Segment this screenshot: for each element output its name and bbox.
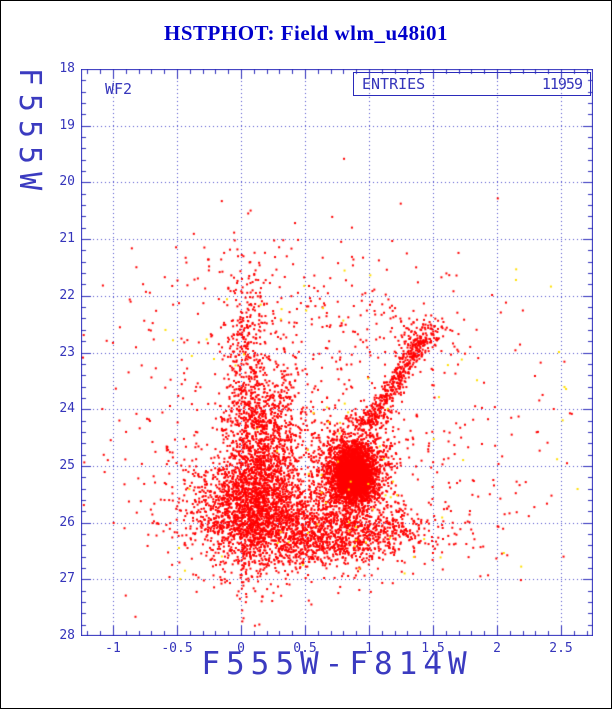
entries-value: 11959: [541, 75, 583, 93]
entries-label: ENTRIES: [362, 75, 426, 93]
y-tick-label: 21: [59, 231, 75, 247]
camera-label: WF2: [105, 80, 133, 98]
y-tick-label: 25: [59, 457, 75, 473]
y-tick-label: 28: [59, 628, 75, 643]
y-tick-label: 22: [59, 287, 75, 303]
y-tick-label: 23: [59, 344, 75, 360]
page-title: HSTPHOT: Field wlm_u48i01: [164, 21, 448, 45]
entries-box: ENTRIES 11959: [353, 72, 591, 96]
y-tick-label: 20: [59, 174, 75, 190]
x-tick-label: 0: [237, 641, 245, 656]
y-tick-label: 24: [59, 401, 75, 417]
x-tick-label: -1: [105, 641, 121, 656]
x-tick-label: 2.5: [549, 641, 573, 656]
x-tick-label: -0.5: [161, 641, 193, 656]
x-tick-label: 1: [365, 641, 373, 656]
cmd-scatter-plot: [81, 69, 593, 636]
y-tick-label: 26: [59, 514, 75, 530]
y-tick-label: 18: [59, 61, 75, 76]
x-tick-label: 2: [493, 641, 501, 656]
y-tick-label: 27: [59, 571, 75, 587]
y-tick-label: 19: [59, 117, 75, 133]
x-tick-label: 1.5: [421, 641, 445, 656]
x-tick-label: 0.5: [293, 641, 317, 656]
x-axis-label: F555W-F814W: [201, 646, 473, 682]
